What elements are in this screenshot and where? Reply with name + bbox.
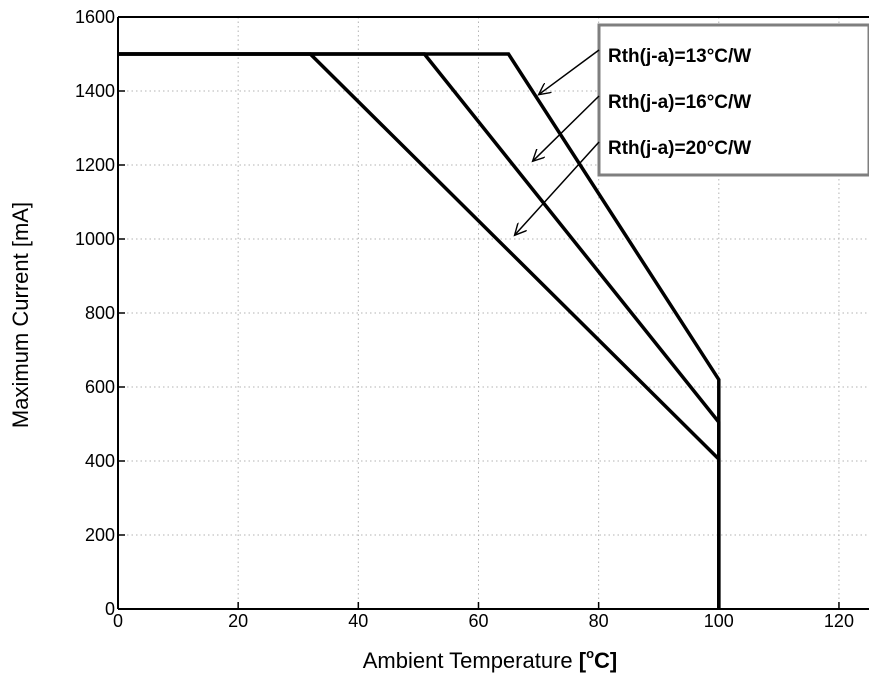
y-tick-label: 600 [85,377,115,397]
legend: Rth(j-a)=13°C/W Rth(j-a)=16°C/W Rth(j-a)… [597,23,869,177]
annotation-arrow-1 [539,49,600,95]
y-tick-label: 800 [85,303,115,323]
y-tick-label: 1200 [75,155,115,175]
x-tick-label: 20 [228,611,248,631]
y-tick-label: 1600 [75,7,115,27]
y-tick-label: 1000 [75,229,115,249]
x-tick-label: 120 [824,611,854,631]
y-tick-label: 1400 [75,81,115,101]
y-tick-label: 0 [105,599,115,619]
series-layer [118,52,721,609]
y-tick-label: 200 [85,525,115,545]
y-axis-title: Maximum Current [mA] [8,202,33,428]
x-tick-label: 60 [468,611,488,631]
x-tick-label: 40 [348,611,368,631]
x-axis-title: Ambient Temperature [oC] [363,646,618,673]
series-line-3 [118,52,721,609]
annotations [515,49,600,235]
legend-box [597,23,869,177]
x-tick-label: 0 [113,611,123,631]
annotation-arrow-2 [533,95,600,161]
tick-labels: 0 20 40 60 80 100 1200200400600800100012001400… [75,7,854,631]
x-tick-label: 100 [704,611,734,631]
legend-label-13: Rth(j-a)=13°C/W [608,46,751,67]
annotation-arrow-3 [515,141,600,235]
axes [117,16,869,610]
y-tick-label: 400 [85,451,115,471]
legend-label-20: Rth(j-a)=20°C/W [608,138,751,159]
x-tick-label: 80 [589,611,609,631]
legend-label-16: Rth(j-a)=16°C/W [608,92,751,113]
